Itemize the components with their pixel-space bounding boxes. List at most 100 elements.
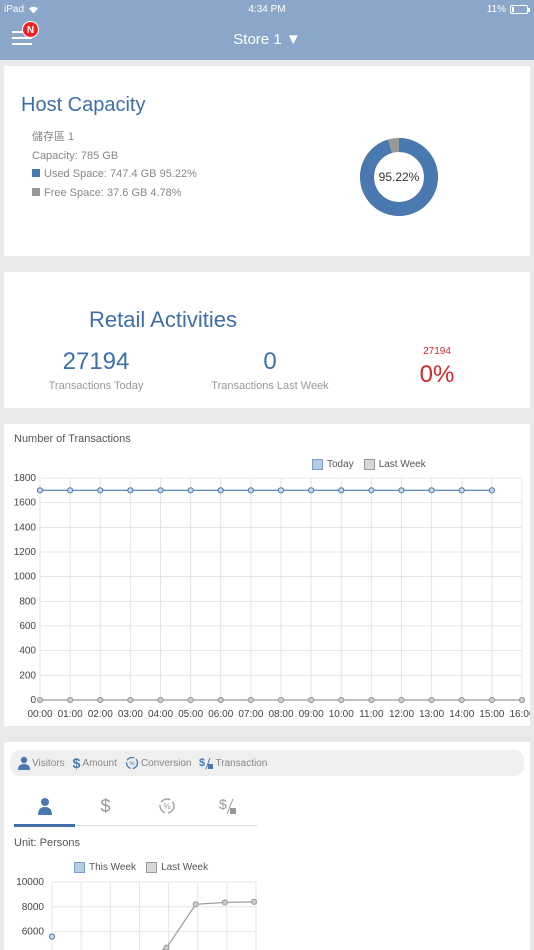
x-tick-label: 10:00: [329, 709, 354, 720]
series-line-last-week: [161, 901, 255, 950]
battery-icon: [510, 5, 530, 14]
x-tick-label: 07:00: [238, 709, 263, 720]
legend-last-week-swatch: [363, 459, 375, 470]
y-tick-label: 800: [19, 596, 36, 607]
x-tick-label: 02:00: [88, 709, 113, 720]
legend-today-swatch: [312, 459, 323, 470]
store-selector[interactable]: Store 1 ▼: [233, 31, 301, 48]
data-point: [192, 901, 199, 908]
legend-this-week-label: This Week: [89, 862, 137, 873]
svg-text:$: $: [219, 797, 227, 812]
x-tick-label: 04:00: [148, 709, 173, 720]
data-point: [458, 487, 465, 494]
x-tick-label: 05:00: [178, 709, 203, 720]
transactions-chart-title: Number of Transactions: [14, 433, 131, 445]
data-point: [36, 487, 44, 494]
chip-visitors[interactable]: Visitors: [18, 756, 65, 770]
data-point: [277, 696, 285, 704]
transactions-today-label: Transactions Today: [48, 380, 144, 392]
data-point: [187, 487, 194, 494]
x-tick-label: 08:00: [268, 709, 293, 720]
y-tick-label: 8000: [22, 902, 45, 913]
y-tick-label: 6000: [22, 927, 45, 938]
legend-last-week-visitors-swatch: [146, 862, 158, 873]
used-space-text: Used Space: 747.4 GB 95.22%: [44, 168, 197, 180]
x-tick-label: 16:00: [509, 709, 530, 720]
data-point: [67, 696, 74, 704]
chip-conversion[interactable]: % Conversion: [125, 756, 192, 770]
x-tick-label: 13:00: [419, 709, 444, 720]
wifi-icon: [29, 6, 39, 14]
conversion-icon: %: [125, 756, 139, 770]
storage-name: 儲存區 1: [32, 131, 75, 143]
status-bar: iPad 4:34 PM 11%: [0, 0, 534, 20]
dollar-icon: $: [72, 755, 81, 771]
data-point: [308, 696, 315, 704]
transactions-chart-card: Number of Transactions Today Last Week 0…: [4, 424, 530, 726]
x-tick-label: 11:00: [359, 709, 384, 720]
transactions-legend: Today Last Week: [312, 459, 426, 470]
free-space-swatch: [32, 187, 40, 196]
legend-this-week[interactable]: This Week: [74, 862, 136, 873]
y-tick-label: 0: [30, 695, 36, 706]
host-capacity-title: Host Capacity: [21, 94, 146, 116]
legend-last-week-label: Last Week: [378, 459, 426, 470]
y-tick-label: 1600: [14, 498, 37, 509]
data-point: [217, 487, 224, 494]
chip-transaction[interactable]: $ Transaction: [199, 756, 267, 770]
svg-text:%: %: [129, 762, 135, 768]
data-point: [398, 487, 405, 494]
data-point: [187, 696, 194, 704]
conversion-icon: %: [158, 798, 175, 814]
metrics-card: Visitors $ Amount % Conversion $ Transac…: [4, 742, 530, 950]
metric-chips: Visitors $ Amount % Conversion $ Transac…: [10, 750, 524, 776]
data-point: [368, 487, 375, 494]
data-point: [488, 487, 495, 494]
legend-last-week-visitors[interactable]: Last Week: [146, 862, 208, 873]
chip-amount[interactable]: $ Amount: [73, 755, 117, 771]
data-point: [217, 696, 224, 704]
x-tick-label: 15:00: [479, 709, 504, 720]
data-point: [48, 933, 56, 940]
y-tick-label: 200: [19, 670, 36, 681]
svg-text:%: %: [163, 802, 170, 811]
legend-today-label: Today: [327, 459, 354, 470]
free-space-text: Free Space: 37.6 GB 4.78%: [44, 186, 182, 199]
transactions-last-week-value: 0: [263, 348, 277, 375]
chip-amount-label: Amount: [82, 757, 117, 769]
chip-transaction-label: Transaction: [215, 757, 268, 769]
y-tick-label: 1400: [14, 522, 37, 533]
metric-tabs: $ % $: [14, 786, 258, 827]
y-tick-label: 1800: [14, 473, 37, 484]
legend-today[interactable]: Today: [312, 459, 354, 470]
data-point: [221, 899, 228, 906]
x-tick-label: 12:00: [389, 709, 414, 720]
change-stat: 27194 0%: [397, 346, 477, 389]
data-point: [163, 944, 170, 950]
used-space-swatch: [32, 169, 40, 177]
tab-visitors[interactable]: [14, 786, 75, 826]
donut-label: 95.22%: [379, 170, 420, 184]
chip-conversion-label: Conversion: [140, 757, 192, 769]
data-point: [338, 696, 345, 704]
capacity-text: Capacity: 785 GB: [32, 149, 119, 162]
data-point: [247, 696, 254, 704]
svg-text:$: $: [199, 757, 205, 769]
tab-amount[interactable]: $: [75, 786, 136, 826]
tab-conversion[interactable]: %: [136, 786, 197, 826]
data-point: [97, 487, 104, 494]
tab-transaction[interactable]: $: [197, 786, 258, 826]
x-tick-label: 03:00: [118, 709, 143, 720]
retail-activities-card: Retail Activities 27194 Transactions Tod…: [4, 272, 530, 408]
x-tick-label: 00:00: [27, 709, 52, 720]
data-point: [127, 487, 134, 494]
notification-badge[interactable]: N: [22, 21, 39, 38]
device-name: iPad: [4, 4, 25, 15]
transactions-line-chart: 0 200 400 600 800 1000 1200 1400 1600 1800 00:00 01…: [14, 473, 530, 720]
legend-last-week[interactable]: Last Week: [363, 459, 426, 470]
data-point: [428, 696, 435, 704]
legend-last-week-visitors-label: Last Week: [161, 862, 209, 873]
free-space-row: Free Space: 37.6 GB 4.78%: [32, 184, 197, 203]
y-tick-label: 10000: [16, 877, 44, 888]
transactions-today-stat: 27194 Transactions Today: [26, 348, 166, 392]
